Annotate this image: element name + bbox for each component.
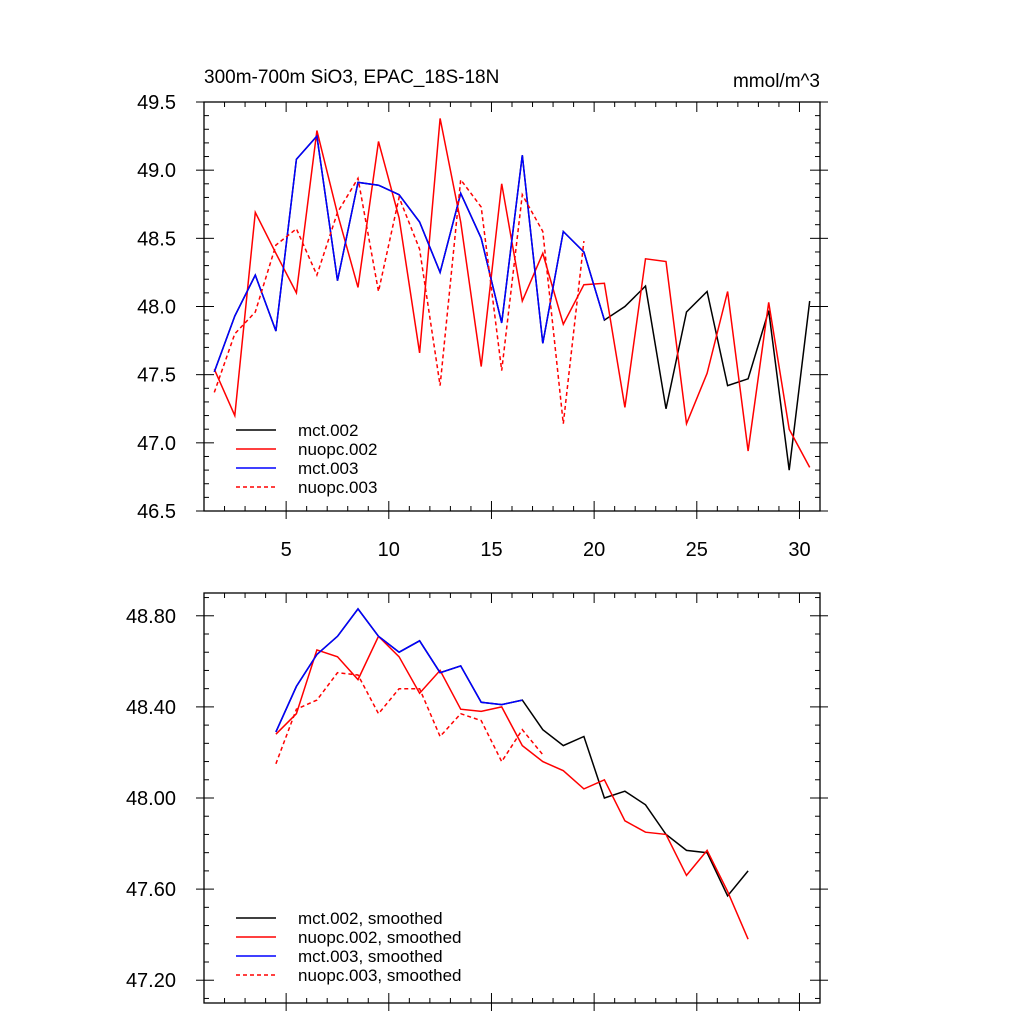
x-tick-label: 15	[480, 539, 502, 561]
y-tick-label: 48.40	[126, 697, 176, 719]
x-tick-label: 20	[583, 539, 605, 561]
y-tick-label: 46.5	[137, 501, 176, 523]
y-tick-label: 49.5	[137, 92, 176, 114]
x-tick-label: 25	[686, 539, 708, 561]
series-line	[213, 118, 811, 468]
y-tick-label: 48.0	[137, 297, 176, 319]
legend-label: mct.002, smoothed	[298, 909, 443, 928]
y-tick-label: 48.80	[126, 606, 176, 628]
series-line	[213, 134, 811, 471]
series-line	[213, 176, 585, 424]
y-tick-label: 47.60	[126, 879, 176, 901]
series-line	[275, 635, 749, 940]
legend-label: nuopc.002	[298, 440, 377, 459]
legend-label: nuopc.003, smoothed	[298, 966, 462, 985]
chart-title: 300m-700m SiO3, EPAC_18S-18N	[204, 67, 499, 88]
units-label: mmol/m^3	[733, 71, 820, 92]
legend-label: nuopc.002, smoothed	[298, 928, 462, 947]
x-tick-label: 5	[281, 539, 292, 561]
y-tick-label: 48.00	[126, 788, 176, 810]
x-tick-label: 30	[788, 539, 810, 561]
y-tick-label: 47.20	[126, 970, 176, 992]
series-line	[275, 607, 523, 733]
y-tick-label: 48.5	[137, 228, 176, 250]
y-tick-label: 47.5	[137, 365, 176, 387]
y-tick-label: 49.0	[137, 160, 176, 182]
legend-label: mct.003, smoothed	[298, 947, 443, 966]
bottom-chart: 47.20 47.60 48.00 48.40 48.80 mct.002, smooth…	[126, 592, 828, 1011]
legend-label: mct.003	[298, 459, 358, 478]
y-tick-label: 47.0	[137, 433, 176, 455]
series-line	[275, 607, 749, 898]
series-line	[213, 134, 606, 373]
x-tick-label: 10	[378, 539, 400, 561]
series-line	[275, 671, 544, 765]
legend-label: mct.002	[298, 421, 358, 440]
plot-frame	[203, 592, 821, 1004]
top-chart: 300m-700m SiO3, EPAC_18S-18N mmol/m^3 5 1…	[137, 67, 828, 561]
legend-label: nuopc.003	[298, 478, 377, 497]
